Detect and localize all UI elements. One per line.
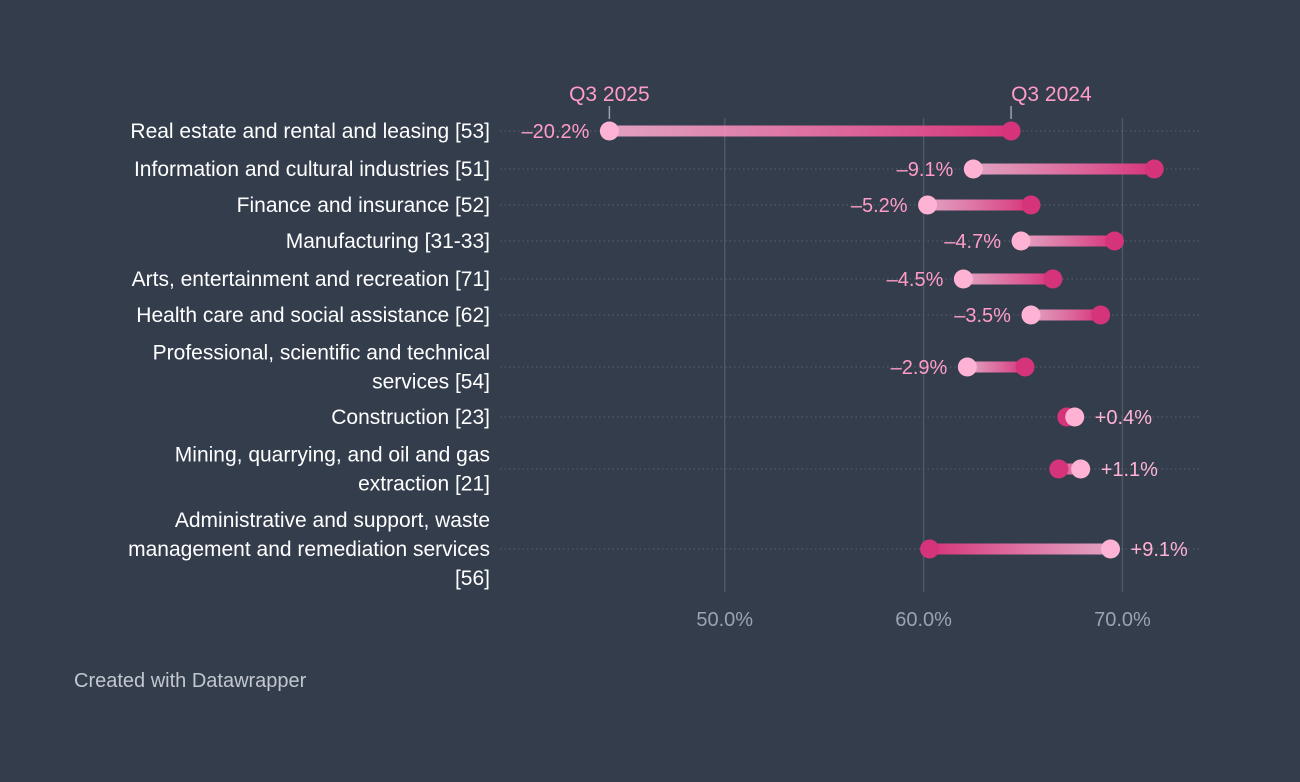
category-label: management and remediation services [128, 538, 490, 561]
dot-q3-2025 [1021, 305, 1041, 325]
dot-q3-2025 [953, 269, 973, 289]
change-label: –20.2% [522, 121, 590, 143]
dot-q3-2024 [1144, 159, 1164, 179]
dot-q3-2024 [1104, 231, 1124, 251]
dot-q3-2025 [963, 159, 983, 179]
dot-q3-2024 [1043, 269, 1063, 289]
x-tick-label: 60.0% [895, 609, 952, 631]
change-label: –4.7% [944, 231, 1001, 253]
change-label: –4.5% [887, 269, 944, 291]
dot-q3-2025 [957, 357, 977, 377]
dot-q3-2024 [1091, 305, 1111, 325]
x-tick-label: 70.0% [1094, 609, 1151, 631]
change-label: +9.1% [1131, 539, 1188, 561]
dot-q3-2025 [599, 121, 619, 141]
dot-q3-2024 [920, 539, 940, 559]
credit-text: Created with Datawrapper [74, 670, 307, 692]
dot-q3-2025 [1101, 539, 1121, 559]
change-label: –9.1% [897, 159, 954, 181]
dot-q3-2024 [1001, 121, 1021, 141]
category-label: Finance and insurance [52] [237, 194, 490, 217]
category-label: Information and cultural industries [51] [134, 158, 490, 181]
category-label: Real estate and rental and leasing [53] [130, 120, 490, 143]
category-label: Arts, entertainment and recreation [71] [132, 268, 490, 291]
category-label: Professional, scientific and technical [153, 342, 490, 365]
category-label: [56] [455, 567, 490, 590]
dot-q3-2025 [1071, 459, 1091, 479]
dot-q3-2024 [1049, 459, 1069, 479]
dot-q3-2025 [1065, 407, 1085, 427]
change-label: –3.5% [954, 305, 1011, 327]
dot-q3-2025 [1011, 231, 1031, 251]
change-label: +0.4% [1095, 407, 1152, 429]
category-label: Administrative and support, waste [175, 509, 490, 532]
category-label: services [54] [372, 371, 490, 394]
category-label: Construction [23] [331, 406, 490, 429]
series-label: Q3 2024 [1011, 83, 1092, 106]
x-axis: 50.0% 60.0% 70.0% [696, 609, 1151, 631]
category-label: extraction [21] [358, 473, 490, 496]
series-label: Q3 2025 [569, 83, 650, 106]
legend-layer: Q3 2025 Q3 2024 [569, 83, 1092, 119]
rows-layer: Real estate and rental and leasing [53] –… [128, 120, 1188, 590]
dot-q3-2024 [1021, 195, 1041, 215]
change-label: –2.9% [891, 357, 948, 379]
category-label: Health care and social assistance [62] [136, 304, 490, 327]
dot-q3-2025 [918, 195, 938, 215]
dot-q3-2024 [1015, 357, 1035, 377]
change-label: +1.1% [1101, 459, 1158, 481]
grid-layer [500, 118, 1202, 592]
category-label: Manufacturing [31-33] [286, 230, 490, 253]
category-label: Mining, quarrying, and oil and gas [175, 444, 490, 467]
x-tick-label: 50.0% [696, 609, 753, 631]
change-label: –5.2% [851, 195, 908, 217]
